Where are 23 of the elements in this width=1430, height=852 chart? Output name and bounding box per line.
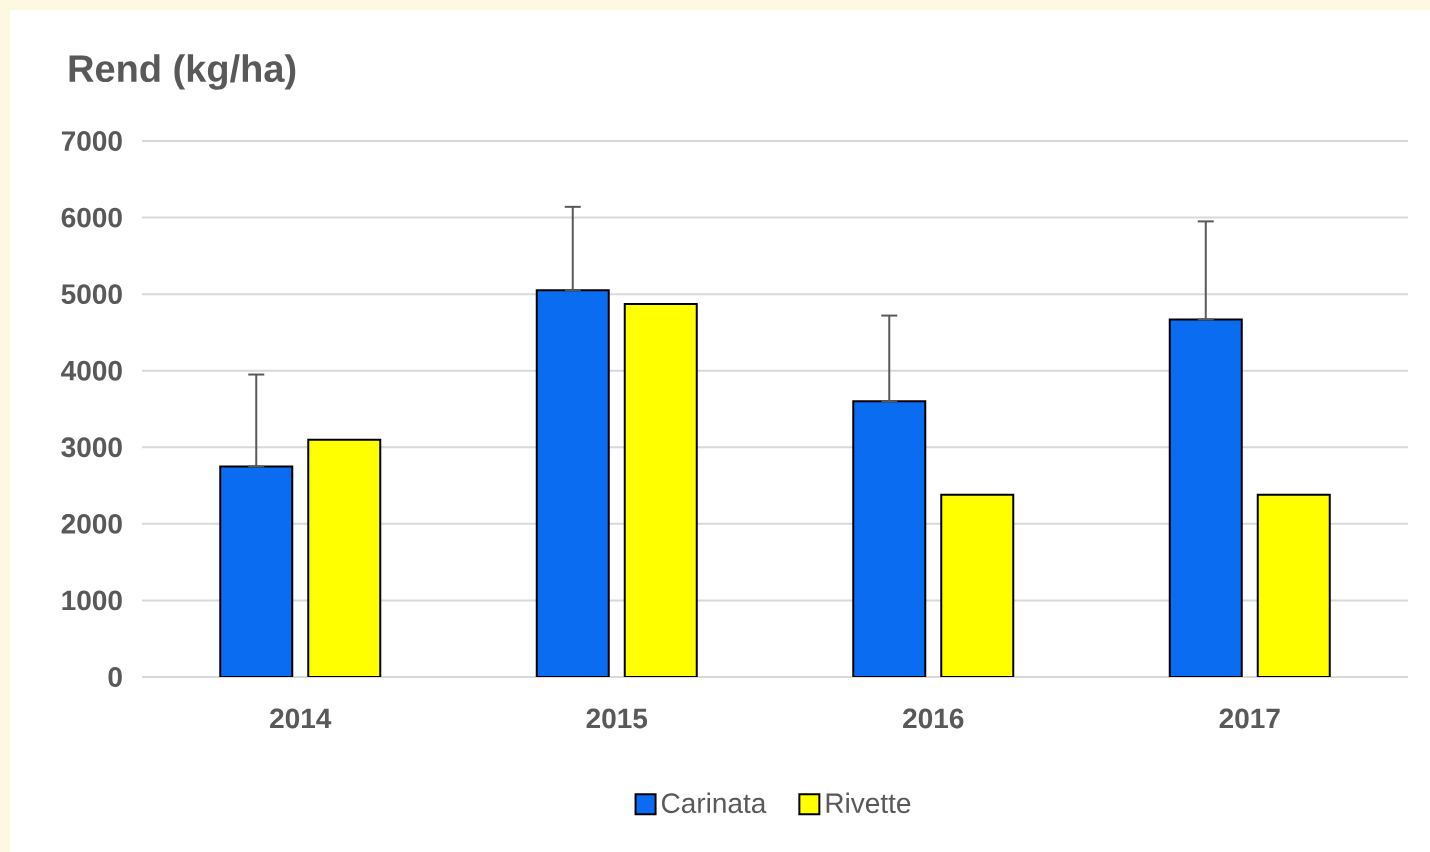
y-tick-label: 5000	[61, 284, 122, 305]
legend-label: Rivette	[826, 792, 911, 814]
bar	[307, 438, 382, 677]
bar	[940, 493, 1015, 677]
x-tick-label: 2015	[586, 708, 648, 729]
y-tick-label: 3000	[61, 437, 122, 458]
y-tick-label: 2000	[61, 513, 122, 534]
y-tick-label: 6000	[61, 207, 122, 228]
y-tick-label: 0	[108, 667, 122, 687]
bar	[1168, 318, 1243, 677]
legend-label: Carinata	[661, 792, 767, 814]
bar	[535, 289, 610, 677]
y-tick-label: 7000	[61, 131, 122, 151]
bar	[219, 465, 294, 677]
x-tick-label: 2017	[1219, 708, 1280, 729]
y-tick-label: 1000	[62, 590, 122, 611]
bar	[623, 303, 698, 677]
x-tick-label: 2016	[903, 708, 964, 729]
y-tick-label: 4000	[61, 360, 122, 381]
x-tick-label: 2014	[270, 708, 332, 729]
bar	[1256, 493, 1331, 677]
y-axis-title: Rend (kg/ha)	[69, 54, 296, 90]
bar	[852, 400, 927, 677]
